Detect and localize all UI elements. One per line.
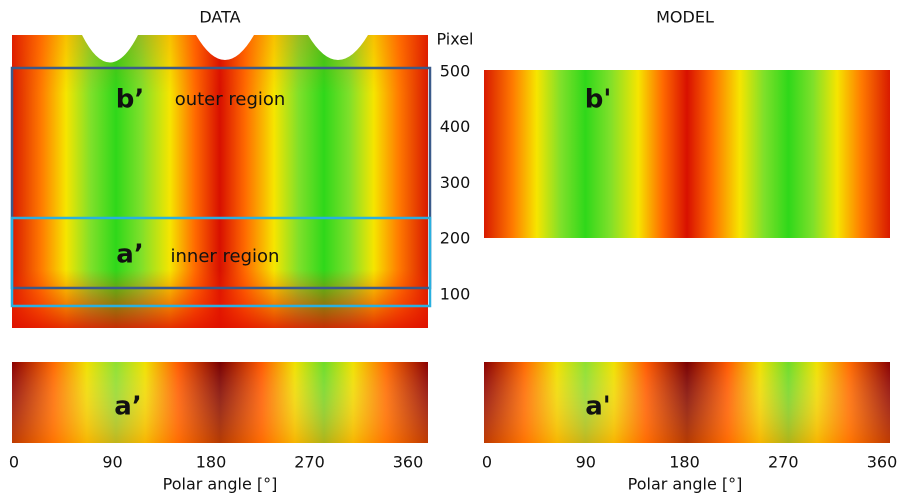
data-shading — [12, 35, 428, 328]
x-tick-label: 90 — [576, 453, 596, 472]
x-tick-label: 180 — [669, 453, 700, 472]
y-tick-label: 200 — [440, 229, 471, 248]
label: a’ — [116, 240, 143, 270]
y-tick-label: 500 — [440, 62, 471, 81]
y-tick-label: 100 — [440, 284, 471, 303]
x-tick-label: 0 — [9, 453, 19, 472]
x-tick-label: 90 — [102, 453, 122, 472]
model-title: MODEL — [656, 8, 714, 27]
x-tick-label: 0 — [482, 453, 492, 472]
outer-region-box — [10, 66, 432, 290]
model-heatmap — [484, 70, 890, 238]
label: inner region — [171, 246, 280, 267]
label: outer region — [175, 89, 286, 110]
pixel-label: Pixel — [436, 30, 473, 49]
label: b' — [585, 85, 612, 115]
y-tick-label: 400 — [440, 117, 471, 136]
x-axis-label: Polar angle [°] — [628, 475, 743, 494]
x-axis-label: Polar angle [°] — [163, 475, 278, 494]
x-tick-label: 270 — [294, 453, 325, 472]
data-title: DATA — [199, 8, 240, 27]
label: a' — [585, 392, 611, 422]
x-tick-label: 270 — [768, 453, 799, 472]
data-bottom-shading — [12, 362, 428, 443]
label: a’ — [114, 392, 141, 422]
x-tick-label: 360 — [393, 453, 424, 472]
x-tick-label: 360 — [867, 453, 898, 472]
label: b’ — [116, 85, 145, 115]
y-tick-label: 300 — [440, 173, 471, 192]
inner-region-box — [10, 216, 432, 308]
model-bottom-shading — [484, 362, 890, 443]
x-tick-label: 180 — [196, 453, 227, 472]
